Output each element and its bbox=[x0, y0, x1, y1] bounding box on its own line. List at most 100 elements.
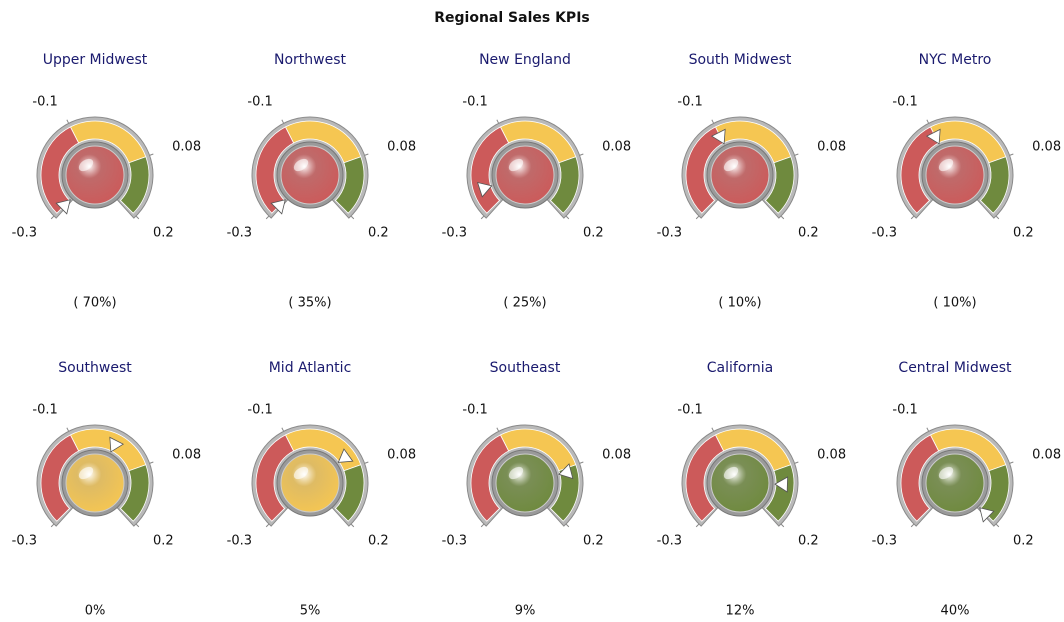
gauge-title: South Midwest bbox=[689, 52, 792, 68]
tick-label: -0.3 bbox=[12, 225, 37, 240]
tick-label: -0.3 bbox=[657, 533, 682, 548]
tick-mark bbox=[351, 216, 354, 219]
tick-label: -0.3 bbox=[227, 225, 252, 240]
value-label: 5% bbox=[300, 604, 321, 619]
tick-label: 0.08 bbox=[817, 140, 846, 155]
tick-mark bbox=[365, 462, 369, 463]
tick-mark bbox=[911, 524, 914, 527]
tick-mark bbox=[996, 524, 999, 527]
knob bbox=[281, 454, 339, 512]
value-label: 0% bbox=[85, 604, 106, 619]
tick-mark bbox=[351, 524, 354, 527]
tick-label: -0.1 bbox=[677, 402, 702, 417]
knob bbox=[496, 454, 554, 512]
tick-label: 0.08 bbox=[387, 140, 416, 155]
knob bbox=[496, 146, 554, 204]
tick-label: 0.2 bbox=[1013, 225, 1034, 240]
tick-label: -0.3 bbox=[872, 225, 897, 240]
value-label: 9% bbox=[515, 604, 536, 619]
tick-mark bbox=[696, 524, 699, 527]
tick-mark bbox=[136, 216, 139, 219]
tick-mark bbox=[911, 216, 914, 219]
tick-label: 0.08 bbox=[172, 448, 201, 463]
dashboard: Regional Sales KPIs Upper Midwest-0.3-0.… bbox=[0, 0, 1064, 622]
value-label: 12% bbox=[726, 604, 755, 619]
tick-label: -0.3 bbox=[442, 533, 467, 548]
tick-label: 0.2 bbox=[798, 225, 819, 240]
knob bbox=[281, 146, 339, 204]
tick-label: -0.1 bbox=[32, 94, 57, 109]
tick-label: 0.08 bbox=[817, 448, 846, 463]
tick-mark bbox=[51, 524, 54, 527]
tick-label: 0.2 bbox=[583, 533, 604, 548]
gauge-title: New England bbox=[479, 52, 571, 68]
tick-mark bbox=[781, 216, 784, 219]
knob bbox=[66, 454, 124, 512]
gauge-title: Southeast bbox=[490, 360, 561, 376]
value-label: ( 10%) bbox=[933, 296, 976, 311]
tick-mark bbox=[481, 216, 484, 219]
tick-mark bbox=[282, 120, 284, 124]
tick-mark bbox=[1010, 462, 1014, 463]
tick-mark bbox=[51, 216, 54, 219]
tick-label: -0.3 bbox=[227, 533, 252, 548]
tick-mark bbox=[996, 216, 999, 219]
tick-label: 0.08 bbox=[602, 140, 631, 155]
tick-label: 0.08 bbox=[387, 448, 416, 463]
value-label: ( 70%) bbox=[73, 296, 116, 311]
tick-mark bbox=[67, 120, 69, 124]
tick-label: -0.3 bbox=[12, 533, 37, 548]
tick-mark bbox=[712, 428, 714, 432]
tick-mark bbox=[497, 120, 499, 124]
tick-label: -0.1 bbox=[462, 94, 487, 109]
gauge-title: Upper Midwest bbox=[43, 52, 148, 68]
tick-mark bbox=[150, 462, 154, 463]
knob bbox=[66, 146, 124, 204]
tick-label: 0.2 bbox=[153, 225, 174, 240]
tick-mark bbox=[481, 524, 484, 527]
tick-label: 0.2 bbox=[368, 225, 389, 240]
tick-mark bbox=[266, 524, 269, 527]
knob bbox=[711, 146, 769, 204]
value-label: ( 35%) bbox=[288, 296, 331, 311]
tick-mark bbox=[580, 462, 584, 463]
knob bbox=[711, 454, 769, 512]
tick-label: 0.2 bbox=[798, 533, 819, 548]
value-label: ( 10%) bbox=[718, 296, 761, 311]
tick-label: 0.2 bbox=[153, 533, 174, 548]
tick-mark bbox=[282, 428, 284, 432]
gauge-title: Mid Atlantic bbox=[269, 360, 352, 376]
tick-mark bbox=[266, 216, 269, 219]
gauge-title: Central Midwest bbox=[898, 360, 1012, 376]
tick-label: -0.1 bbox=[677, 94, 702, 109]
knob bbox=[926, 454, 984, 512]
tick-mark bbox=[136, 524, 139, 527]
tick-label: 0.2 bbox=[368, 533, 389, 548]
tick-label: -0.1 bbox=[32, 402, 57, 417]
tick-mark bbox=[795, 462, 799, 463]
gauge-title: Northwest bbox=[274, 52, 347, 68]
tick-mark bbox=[365, 154, 369, 155]
knob bbox=[926, 146, 984, 204]
value-label: 40% bbox=[941, 604, 970, 619]
tick-label: -0.1 bbox=[462, 402, 487, 417]
tick-label: -0.3 bbox=[657, 225, 682, 240]
tick-mark bbox=[1010, 154, 1014, 155]
tick-mark bbox=[712, 120, 714, 124]
tick-mark bbox=[566, 216, 569, 219]
tick-label: -0.1 bbox=[892, 94, 917, 109]
tick-label: 0.08 bbox=[1032, 448, 1061, 463]
tick-mark bbox=[67, 428, 69, 432]
value-label: ( 25%) bbox=[503, 296, 546, 311]
tick-mark bbox=[150, 154, 154, 155]
tick-mark bbox=[497, 428, 499, 432]
tick-label: 0.08 bbox=[172, 140, 201, 155]
tick-mark bbox=[580, 154, 584, 155]
tick-mark bbox=[781, 524, 784, 527]
gauge-title: NYC Metro bbox=[919, 52, 992, 68]
tick-mark bbox=[795, 154, 799, 155]
gauge-title: Southwest bbox=[58, 360, 132, 376]
tick-label: -0.1 bbox=[247, 402, 272, 417]
gauge-title: California bbox=[707, 360, 773, 376]
tick-label: 0.2 bbox=[583, 225, 604, 240]
